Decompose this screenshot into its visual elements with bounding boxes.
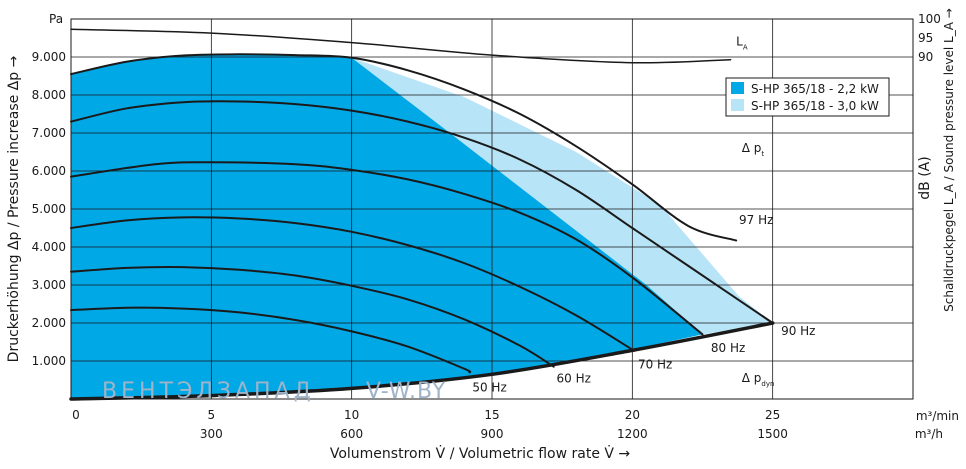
legend-label-22kw: S-HP 365/18 - 2,2 kW [751,82,879,96]
annotation-label: LA [736,35,748,52]
y-tick-label: 4.000 [32,240,66,254]
y-unit-label: Pa [49,12,63,26]
right-tick-label: 100 [918,12,941,26]
x-tick-label: 0 [72,408,80,422]
right-axis-unit: dB (A) [917,156,933,199]
curve-1 [70,100,774,324]
right-tick-label: 95 [918,31,933,45]
legend-label-30kw: S-HP 365/18 - 3,0 kW [751,99,879,113]
curve-0 [70,53,738,242]
curve-3 [70,216,634,351]
x-tick-label: 5 [208,408,216,422]
x-axis-title: Volumenstrom V̇ / Volumetric flow rate V… [330,445,631,462]
annotation-label: 60 Hz [557,371,591,385]
region-22kw [71,54,703,400]
annotation-label: Δ pdyn [742,371,775,388]
y-tick-label: 8.000 [32,88,66,102]
curve-4 [70,265,555,368]
annotation-label: 97 Hz [739,213,773,227]
y-tick-label: 3.000 [32,278,66,292]
x-tick-label: 20 [625,408,640,422]
y-tick-label: 2.000 [32,316,66,330]
curve-5 [70,306,472,374]
watermark-text: ВЕНТЭЛЗАПАД [102,379,315,404]
y-tick-label: 1.000 [32,354,66,368]
annotation-label: Δ pt [742,141,765,158]
y-tick-label: 5.000 [32,202,66,216]
plot-frame [70,18,914,400]
x-tick-label-m3h: 1500 [757,427,788,441]
x-tick-label-m3h: 300 [200,427,223,441]
y-tick-label: 6.000 [32,164,66,178]
x-tick-label-m3h: 600 [340,427,363,441]
curve-7 [69,321,775,401]
x-tick-label: 10 [344,408,359,422]
right-tick-label: 90 [918,50,933,64]
region-30kw [351,57,773,335]
y-tick-label: 9.000 [32,50,66,64]
x-tick-label: 25 [765,408,780,422]
y-axis-title: Druckerhöhung Δp / Pressure increase Δp … [6,55,22,362]
y-tick-label: 7.000 [32,126,66,140]
curve-2 [70,161,704,336]
annotation-label: 80 Hz [711,341,745,355]
legend-swatch-22kw [731,82,744,94]
annotation-label: 90 Hz [781,324,815,338]
annotation-label: 50 Hz [472,380,506,394]
curve-6 [70,28,732,64]
legend-box [725,77,890,117]
x-tick-label-m3h: 1200 [617,427,648,441]
legend-swatch-30kw [731,99,744,111]
x-unit-top: m³/min [916,409,959,423]
x-tick-label-m3h: 900 [481,427,504,441]
annotation-label: 70 Hz [638,358,672,372]
x-unit-bottom: m³/h [915,427,943,441]
legend: S-HP 365/18 - 2,2 kW S-HP 365/18 - 3,0 k… [725,77,890,117]
watermark-url: V-W.BY [366,379,446,404]
x-tick-label: 15 [484,408,499,422]
right-axis-title: Schalldruckpegel L_A / Sound pressure le… [942,8,956,312]
